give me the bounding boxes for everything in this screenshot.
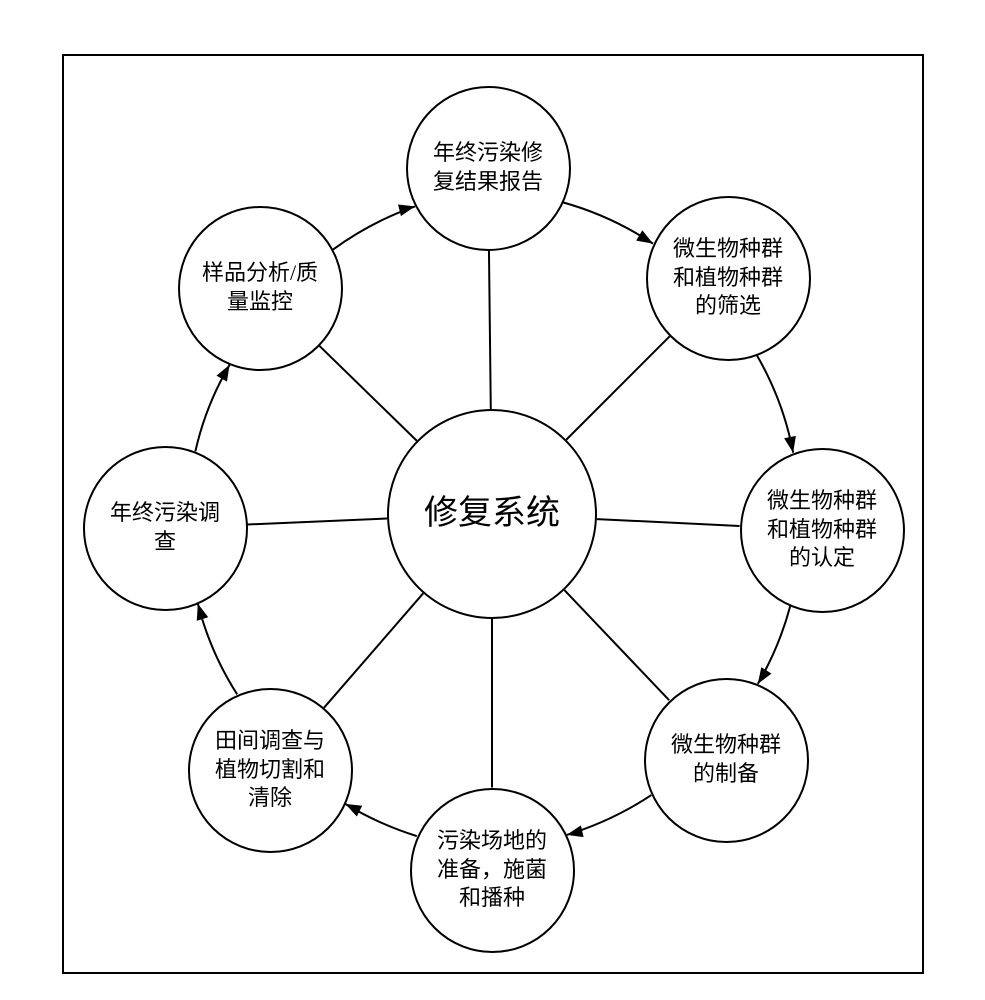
ring-node-2: 微生物种群和植物种群的认定	[740, 448, 905, 613]
diagram-container: 修复系统 年终污染修复结果报告微生物种群和植物种群的筛选微生物种群和植物种群的认定…	[0, 0, 985, 1000]
ring-node-0-label: 年终污染修复结果报告	[425, 131, 551, 204]
ring-node-3: 微生物种群的制备	[644, 678, 809, 843]
center-node: 修复系统	[387, 409, 597, 619]
ring-node-6-label: 年终污染调查	[102, 491, 228, 564]
ring-node-4-label: 污染场地的准备，施菌和播种	[429, 819, 555, 921]
ring-node-5: 田间调查与植物切割和清除	[188, 688, 353, 853]
center-node-label: 修复系统	[416, 484, 568, 544]
ring-node-3-label: 微生物种群的制备	[663, 723, 789, 796]
ring-node-6: 年终污染调查	[83, 446, 248, 611]
ring-node-7-label: 样品分析/质量监控	[194, 251, 326, 324]
ring-node-1: 微生物种群和植物种群的筛选	[646, 196, 811, 361]
ring-node-4: 污染场地的准备，施菌和播种	[410, 788, 575, 953]
ring-node-7: 样品分析/质量监控	[178, 206, 343, 371]
ring-node-5-label: 田间调查与植物切割和清除	[207, 719, 333, 821]
ring-node-2-label: 微生物种群和植物种群的认定	[759, 479, 885, 581]
ring-node-1-label: 微生物种群和植物种群的筛选	[665, 227, 791, 329]
ring-node-0: 年终污染修复结果报告	[406, 86, 571, 251]
